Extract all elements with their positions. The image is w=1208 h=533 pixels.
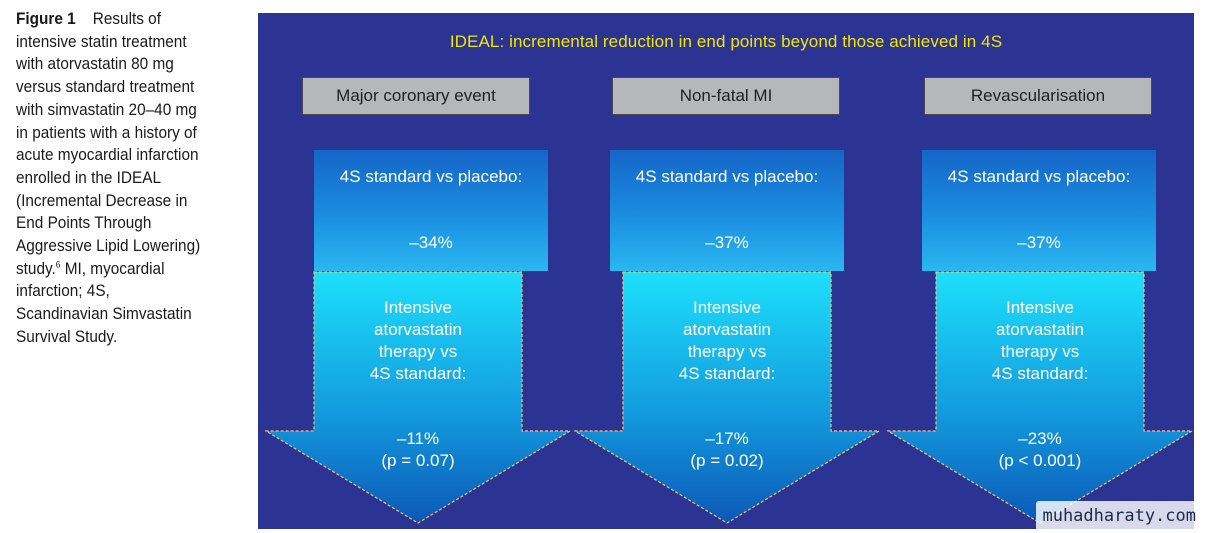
caption-line: with atorvastatin 80 mg <box>16 55 174 74</box>
watermark: muhadharaty.com <box>1036 501 1202 531</box>
caption-line: acute myocardial infarction <box>16 146 199 165</box>
diagram-panel: IDEAL: incremental reduction in end poin… <box>258 13 1194 529</box>
caption-line: Survival Study. <box>16 327 118 346</box>
caption-line: Aggressive Lipid Lowering) <box>16 237 201 256</box>
standard-box-revascularisation: 4S standard vs placebo: –37% <box>922 150 1156 271</box>
intensive-arrow-major-coronary-event: Intensive atorvastatin therapy vs 4S sta… <box>265 271 571 525</box>
endpoint-box-major-coronary-event: Major coronary event <box>302 77 530 115</box>
caption-line: intensive statin treatment <box>16 32 187 51</box>
caption-line: Scandinavian Simvastatin <box>16 305 192 324</box>
intensive-arrow-revascularisation: Intensive atorvastatin therapy vs 4S sta… <box>887 271 1193 525</box>
caption-line: versus standard treatment <box>16 78 195 97</box>
reference-superscript: 6 <box>55 259 61 270</box>
intensive-value: –17% <box>705 429 749 448</box>
intensive-result: –23% (p < 0.001) <box>937 428 1143 472</box>
p-value: (p < 0.001) <box>998 451 1082 470</box>
caption-line: study. <box>16 259 56 278</box>
diagram-headline: IDEAL: incremental reduction in end poin… <box>449 32 1003 51</box>
caption-line: in patients with a history of <box>16 123 197 142</box>
p-value: (p = 0.07) <box>381 451 455 470</box>
caption-line: enrolled in the IDEAL <box>16 168 162 187</box>
down-arrow-shape <box>887 271 1193 524</box>
caption-line: MI, myocardial <box>60 259 165 278</box>
intensive-value: –11% <box>396 429 440 448</box>
down-arrow-shape <box>265 271 571 524</box>
intensive-label: Intensive atorvastatin therapy vs 4S sta… <box>678 298 776 383</box>
caption-line: Results of <box>92 10 161 28</box>
standard-value: –37% <box>1017 233 1061 252</box>
intensive-value: –23% <box>1018 429 1062 448</box>
intensive-result: –11% (p = 0.07) <box>315 428 521 472</box>
intensive-result: –17% (p = 0.02) <box>624 428 830 472</box>
standard-box-major-coronary-event: 4S standard vs placebo: –34% <box>314 150 548 271</box>
standard-box-non-fatal-mi: 4S standard vs placebo: –37% <box>610 150 844 271</box>
down-arrow-shape <box>574 271 880 524</box>
intensive-arrow-non-fatal-mi: Intensive atorvastatin therapy vs 4S sta… <box>574 271 880 525</box>
caption-line: infarction; 4S, <box>16 282 110 301</box>
intensive-label: Intensive atorvastatin therapy vs 4S sta… <box>991 298 1089 383</box>
caption-line: (Incremental Decrease in <box>16 191 188 210</box>
intensive-label: Intensive atorvastatin therapy vs 4S sta… <box>369 298 467 383</box>
figure-caption: Figure 1 Results of intensive statin tre… <box>16 8 228 349</box>
standard-value: –34% <box>409 233 453 252</box>
standard-label: 4S standard vs placebo: <box>635 167 819 186</box>
p-value: (p = 0.02) <box>690 451 764 470</box>
figure-label: Figure 1 <box>16 10 76 28</box>
caption-line: End Points Through <box>16 214 152 233</box>
standard-label: 4S standard vs placebo: <box>947 167 1131 186</box>
caption-line: with simvastatin 20–40 mg <box>16 100 197 119</box>
endpoint-box-revascularisation: Revascularisation <box>924 77 1152 115</box>
standard-label: 4S standard vs placebo: <box>339 167 523 186</box>
standard-value: –37% <box>705 233 749 252</box>
endpoint-box-non-fatal-mi: Non-fatal MI <box>612 77 840 115</box>
